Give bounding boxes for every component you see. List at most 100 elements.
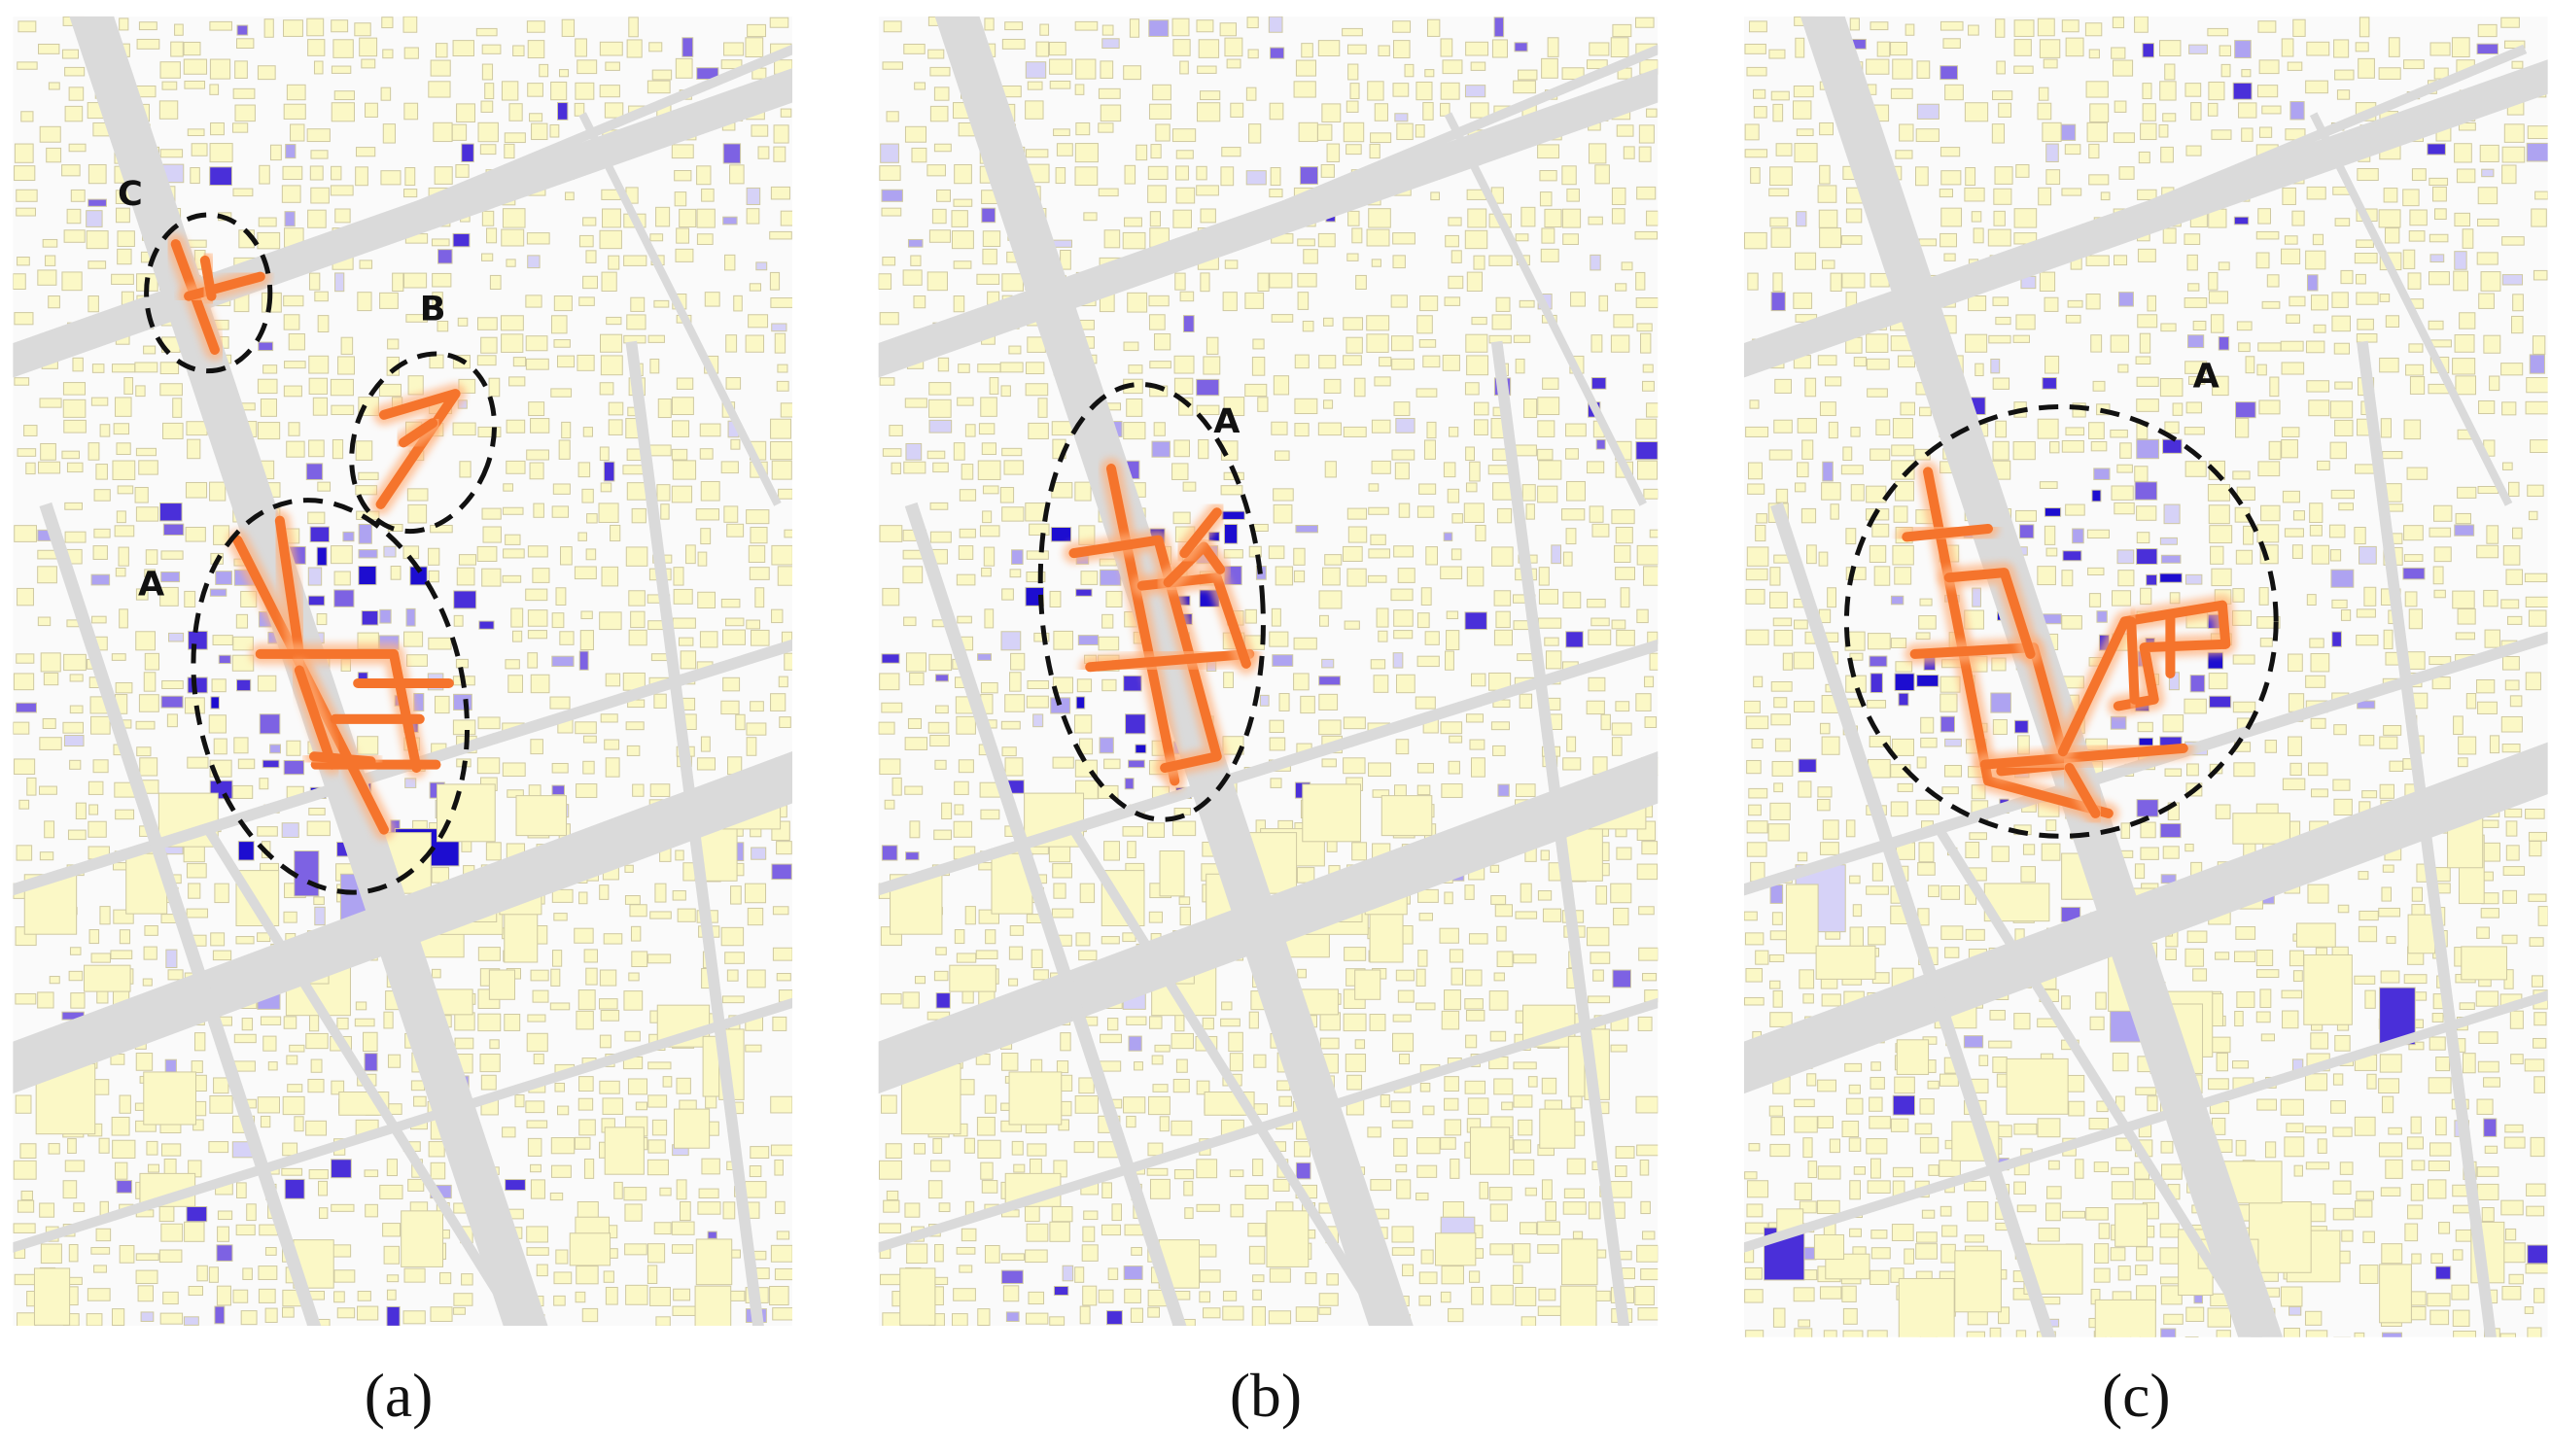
building (1245, 87, 1257, 101)
building (671, 1221, 695, 1235)
building (1866, 885, 1889, 895)
building (577, 989, 596, 1011)
building (981, 207, 996, 224)
building (675, 849, 684, 861)
building (2188, 44, 2208, 54)
building (267, 1061, 278, 1071)
building (1248, 1245, 1266, 1265)
building (1615, 567, 1636, 580)
building (1866, 1138, 1888, 1155)
building (1343, 355, 1362, 366)
building (559, 69, 570, 78)
building (625, 721, 645, 731)
building (603, 461, 615, 482)
building (453, 1293, 473, 1306)
building (2453, 1331, 2477, 1337)
building (37, 461, 61, 474)
building (2381, 886, 2392, 902)
building (1465, 482, 1478, 493)
building (750, 526, 768, 544)
building (2256, 524, 2280, 543)
building (2266, 274, 2280, 288)
building (551, 784, 566, 796)
building (331, 102, 355, 122)
building (1171, 128, 1197, 143)
building (2169, 592, 2181, 605)
building (69, 759, 82, 770)
building (2184, 83, 2202, 97)
building (729, 164, 745, 185)
building (958, 759, 974, 774)
building (2476, 678, 2496, 694)
building (1252, 1274, 1265, 1283)
building (1828, 421, 1838, 439)
building (1344, 620, 1360, 630)
building (1769, 567, 1781, 586)
building (1269, 719, 1284, 734)
building (2232, 470, 2251, 480)
building (319, 1207, 329, 1220)
building (2526, 1205, 2545, 1217)
building (951, 1313, 968, 1326)
building (891, 777, 902, 796)
building (525, 295, 542, 308)
building (1399, 1054, 1411, 1065)
building (1768, 449, 1793, 461)
building (402, 1310, 426, 1325)
building (2504, 808, 2523, 818)
building (135, 588, 149, 601)
building (2433, 504, 2453, 522)
building (1222, 1305, 1244, 1321)
building (575, 38, 587, 57)
building (2264, 1141, 2277, 1159)
building (1635, 17, 1655, 28)
building (331, 165, 342, 181)
building (191, 143, 208, 156)
building (2528, 609, 2547, 627)
building (1050, 526, 1072, 542)
building (2357, 318, 2374, 330)
building (2288, 653, 2303, 673)
building (142, 978, 153, 987)
building (231, 784, 254, 799)
building (2232, 701, 2256, 713)
building (1591, 523, 1610, 537)
building (1545, 650, 1562, 670)
building (1178, 896, 1191, 906)
building (700, 480, 720, 502)
building (84, 964, 131, 992)
building (2476, 926, 2490, 939)
building (1259, 694, 1270, 707)
building (1464, 884, 1475, 900)
building (561, 421, 572, 439)
building (1171, 17, 1190, 37)
building (1127, 292, 1148, 313)
building (2524, 1058, 2545, 1072)
building (1639, 1159, 1650, 1176)
building (747, 907, 764, 926)
building (1941, 786, 1959, 795)
building (982, 510, 993, 524)
building (530, 418, 550, 433)
building (2502, 866, 2526, 876)
building (2208, 271, 2219, 291)
building (2355, 42, 2369, 52)
building (1964, 102, 1989, 122)
building (317, 315, 330, 333)
building (2337, 904, 2350, 914)
building (2256, 1098, 2278, 1111)
building (332, 438, 344, 460)
building (1773, 419, 1793, 433)
building (981, 567, 992, 577)
building (330, 378, 354, 397)
building (1641, 841, 1659, 855)
building (2088, 1117, 2109, 1130)
building (2378, 67, 2401, 80)
building (527, 40, 545, 59)
building (88, 929, 100, 945)
building (1642, 364, 1654, 373)
building (1300, 695, 1315, 714)
building (2281, 438, 2298, 459)
building (2507, 481, 2520, 498)
building (1768, 49, 1786, 59)
